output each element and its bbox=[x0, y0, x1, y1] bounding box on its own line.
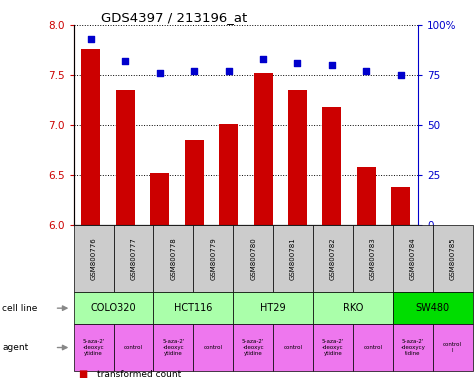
Text: GSM800785: GSM800785 bbox=[450, 237, 456, 280]
Text: COLO320: COLO320 bbox=[91, 303, 136, 313]
Text: control: control bbox=[363, 345, 382, 350]
Text: SW480: SW480 bbox=[416, 303, 450, 313]
Point bbox=[156, 70, 163, 76]
Text: control: control bbox=[284, 345, 303, 350]
Text: GDS4397 / 213196_at: GDS4397 / 213196_at bbox=[101, 11, 247, 24]
Text: 5-aza-2'
-deoxyc
ytidine: 5-aza-2' -deoxyc ytidine bbox=[82, 339, 105, 356]
Bar bbox=[150, 173, 169, 384]
Text: GSM800781: GSM800781 bbox=[290, 237, 296, 280]
Point bbox=[362, 68, 370, 74]
Text: HCT116: HCT116 bbox=[174, 303, 212, 313]
Text: agent: agent bbox=[2, 343, 28, 352]
Point bbox=[328, 62, 336, 68]
Bar bbox=[185, 140, 204, 384]
Bar bbox=[254, 73, 273, 384]
Text: GSM800777: GSM800777 bbox=[131, 237, 136, 280]
Text: cell line: cell line bbox=[2, 304, 38, 313]
Text: GSM800779: GSM800779 bbox=[210, 237, 216, 280]
Text: control: control bbox=[204, 345, 223, 350]
Bar bbox=[357, 167, 376, 384]
Text: GSM800783: GSM800783 bbox=[370, 237, 376, 280]
Text: control: control bbox=[124, 345, 143, 350]
Bar bbox=[288, 90, 307, 384]
Text: 5-aza-2'
-deoxyc
ytidine: 5-aza-2' -deoxyc ytidine bbox=[322, 339, 344, 356]
Text: 5-aza-2'
-deoxyc
ytidine: 5-aza-2' -deoxyc ytidine bbox=[162, 339, 185, 356]
Point bbox=[397, 72, 405, 78]
Bar bbox=[391, 187, 410, 384]
Point bbox=[87, 36, 95, 42]
Point bbox=[225, 68, 232, 74]
Text: GSM800778: GSM800778 bbox=[171, 237, 176, 280]
Text: HT29: HT29 bbox=[260, 303, 286, 313]
Point bbox=[259, 56, 267, 62]
Text: GSM800784: GSM800784 bbox=[410, 237, 416, 280]
Bar bbox=[116, 90, 135, 384]
Text: 5-aza-2'
-deoxyc
ytidine: 5-aza-2' -deoxyc ytidine bbox=[242, 339, 265, 356]
Point bbox=[190, 68, 198, 74]
Text: GSM800782: GSM800782 bbox=[330, 237, 336, 280]
Bar bbox=[323, 107, 342, 384]
Point bbox=[122, 58, 129, 64]
Text: ■: ■ bbox=[78, 369, 87, 379]
Point bbox=[294, 60, 301, 66]
Text: control
l: control l bbox=[443, 342, 462, 353]
Text: 5-aza-2'
-deoxycy
tidine: 5-aza-2' -deoxycy tidine bbox=[400, 339, 425, 356]
Text: RKO: RKO bbox=[343, 303, 363, 313]
Bar bbox=[81, 49, 100, 384]
Bar bbox=[219, 124, 238, 384]
Text: GSM800776: GSM800776 bbox=[91, 237, 96, 280]
Text: transformed count: transformed count bbox=[97, 370, 181, 379]
Text: GSM800780: GSM800780 bbox=[250, 237, 256, 280]
